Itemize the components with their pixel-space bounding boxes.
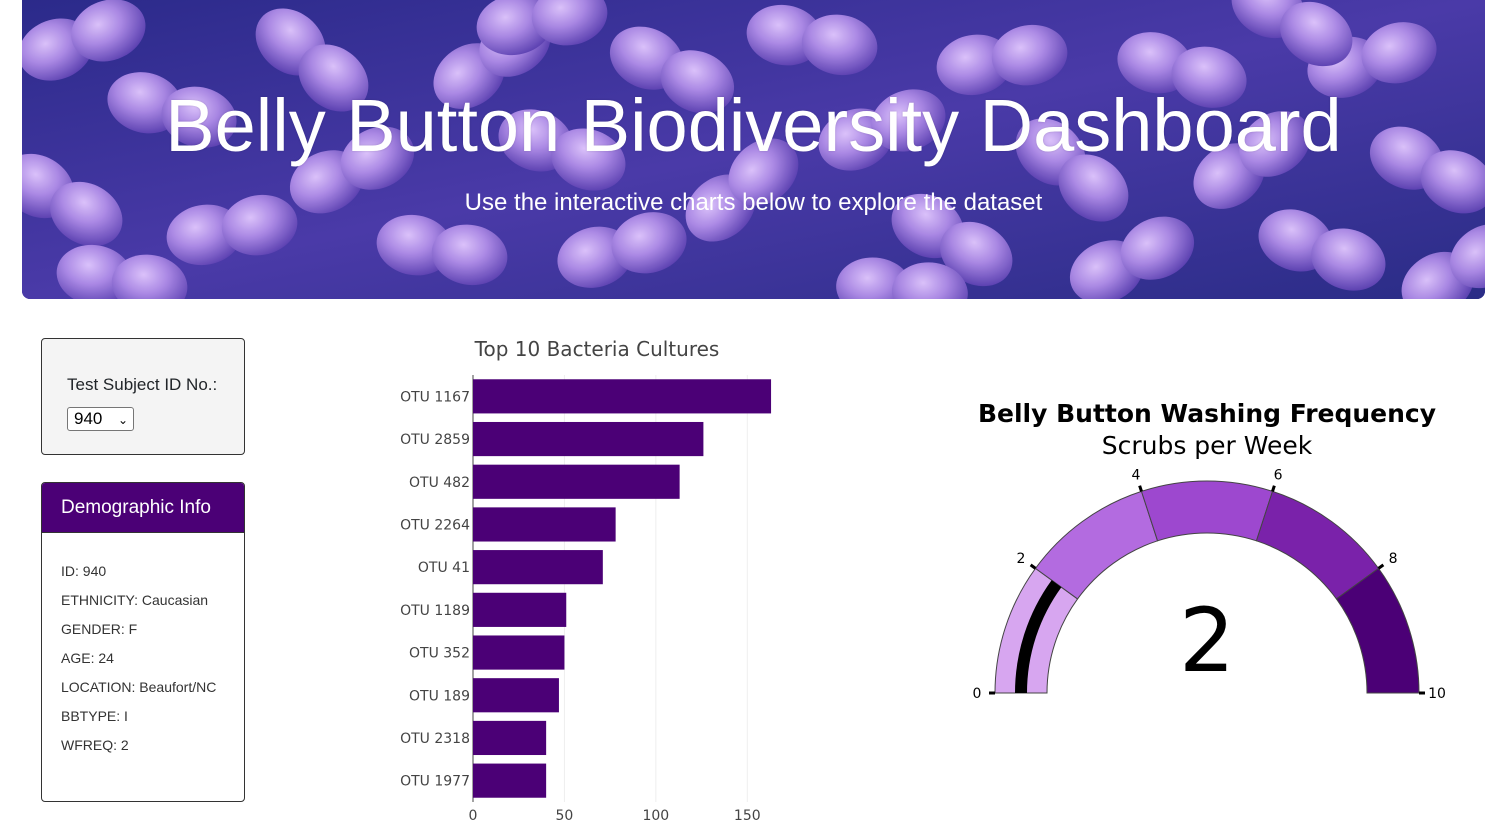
bacteria-cell bbox=[255, 8, 369, 112]
x-tick-label: 100 bbox=[642, 808, 669, 824]
gauge-tick-label: 4 bbox=[1131, 467, 1140, 483]
bar[interactable] bbox=[473, 763, 547, 798]
gauge-title: Belly Button Washing Frequency bbox=[978, 399, 1436, 428]
bacteria-cell bbox=[22, 153, 123, 247]
y-tick-label: OTU 352 bbox=[409, 646, 470, 662]
y-tick-label: OTU 41 bbox=[418, 560, 470, 576]
demographic-row: BBTYPE: I bbox=[61, 708, 128, 724]
bacteria-cell bbox=[107, 72, 237, 148]
bacteria-cell bbox=[746, 4, 878, 76]
y-tick-label: OTU 1977 bbox=[400, 774, 470, 790]
y-tick-label: OTU 482 bbox=[409, 475, 470, 491]
header-banner: Belly Button Biodiversity Dashboard Use … bbox=[22, 0, 1485, 299]
y-tick-label: OTU 1167 bbox=[400, 389, 470, 405]
top10-bar-chart: Top 10 Bacteria Cultures 0 50 100 150 OTU 116… bbox=[400, 337, 772, 824]
demographic-row: ETHNICITY: Caucasian bbox=[61, 592, 209, 608]
bacteria-cell bbox=[376, 214, 508, 286]
page-subtitle: Use the interactive charts below to expl… bbox=[464, 189, 1043, 216]
bar[interactable] bbox=[473, 550, 603, 585]
bacteria-cell bbox=[498, 109, 626, 191]
gauge-tick-label: 2 bbox=[1016, 551, 1025, 567]
bacteria-cell bbox=[891, 193, 1013, 287]
demographic-heading: Demographic Info bbox=[42, 483, 244, 533]
x-tick-label: 0 bbox=[469, 808, 478, 824]
bacteria-background-image bbox=[22, 0, 1485, 299]
y-tick-label: OTU 2264 bbox=[400, 517, 470, 533]
bar[interactable] bbox=[473, 379, 772, 414]
demographic-panel: Demographic Info ID: 940 ETHNICITY: Cauc… bbox=[41, 482, 245, 802]
bacteria-cell bbox=[818, 89, 946, 171]
y-tick-label: OTU 1189 bbox=[400, 603, 470, 619]
subject-selector-card: Test Subject ID No.: 940 ⌄ bbox=[41, 338, 245, 455]
gauge-tick bbox=[1029, 563, 1037, 570]
gauge-tick bbox=[1271, 485, 1276, 492]
gauge-tick-label: 6 bbox=[1274, 467, 1283, 483]
bar[interactable] bbox=[473, 635, 565, 670]
gauge-subtitle: Scrubs per Week bbox=[1102, 431, 1313, 460]
chevron-down-icon: ⌄ bbox=[117, 413, 128, 427]
gauge-tick-label: 0 bbox=[973, 686, 982, 702]
bacteria-cell bbox=[685, 138, 799, 242]
bacteria-cell bbox=[557, 212, 687, 288]
gauge-step bbox=[1335, 567, 1420, 694]
y-tick-label: OTU 2859 bbox=[400, 432, 470, 448]
demographic-body: ID: 940 ETHNICITY: Caucasian GENDER: F A… bbox=[42, 533, 244, 753]
demographic-row: ID: 940 bbox=[61, 563, 107, 579]
gauge-tick-label: 8 bbox=[1389, 551, 1398, 567]
bacteria-cell bbox=[1369, 126, 1485, 214]
page-title: Belly Button Biodiversity Dashboard bbox=[165, 84, 1342, 167]
bar[interactable] bbox=[473, 678, 559, 713]
gauge-step bbox=[1140, 480, 1274, 542]
bacteria-cell bbox=[166, 194, 298, 266]
bar[interactable] bbox=[473, 720, 547, 756]
washing-frequency-gauge: Belly Button Washing Frequency Scrubs per… bbox=[973, 399, 1446, 702]
demographic-row: WFREQ: 2 bbox=[61, 737, 129, 753]
demographic-row: GENDER: F bbox=[61, 621, 138, 637]
bacteria-cell bbox=[1117, 32, 1247, 108]
bar[interactable] bbox=[473, 507, 616, 542]
bar-chart-title: Top 10 Bacteria Cultures bbox=[474, 337, 720, 361]
bacteria-cell bbox=[1401, 223, 1485, 299]
bacteria-cell bbox=[289, 126, 415, 214]
gauge-tick-label: 10 bbox=[1428, 686, 1446, 702]
bacteria-cell bbox=[836, 257, 968, 299]
bar[interactable] bbox=[473, 592, 567, 627]
bacteria-cell bbox=[476, 0, 608, 56]
gauge-tick bbox=[1138, 485, 1143, 492]
demographic-row: LOCATION: Beaufort/NC bbox=[61, 679, 217, 695]
subject-id-value: 940 bbox=[74, 409, 103, 428]
bacteria-cell bbox=[56, 244, 188, 299]
subject-id-label: Test Subject ID No.: bbox=[67, 375, 218, 394]
gauge-value: 2 bbox=[1179, 589, 1235, 692]
gauge-value-bar bbox=[1015, 580, 1062, 693]
bar[interactable] bbox=[473, 464, 680, 499]
bacteria-cell bbox=[936, 24, 1068, 96]
bacteria-cell bbox=[22, 0, 146, 81]
x-tick-label: 150 bbox=[734, 808, 761, 824]
x-tick-label: 50 bbox=[556, 808, 574, 824]
bacteria-cell bbox=[1258, 209, 1386, 291]
demographic-row: AGE: 24 bbox=[61, 650, 114, 666]
bacteria-cell bbox=[1069, 216, 1195, 299]
y-tick-label: OTU 2318 bbox=[400, 731, 470, 747]
subject-id-select[interactable]: 940 ⌄ bbox=[67, 407, 134, 431]
bacteria-cell bbox=[609, 26, 735, 114]
bar[interactable] bbox=[473, 421, 704, 457]
bacteria-cell bbox=[1193, 111, 1311, 209]
bacteria-cell bbox=[1231, 0, 1353, 67]
gauge-tick bbox=[1377, 563, 1385, 570]
y-tick-label: OTU 189 bbox=[409, 688, 470, 704]
bacteria-cell bbox=[1015, 118, 1129, 222]
